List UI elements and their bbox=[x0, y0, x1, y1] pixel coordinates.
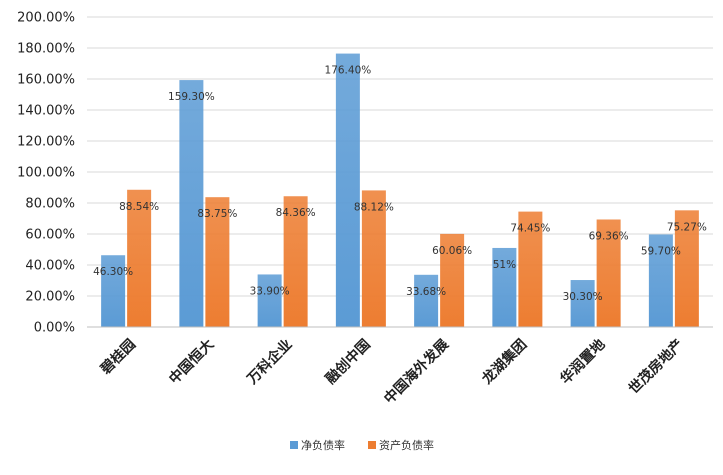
y-tick-label: 40.00% bbox=[25, 259, 75, 274]
y-tick-label: 160.00% bbox=[17, 73, 75, 88]
y-tick-label: 60.00% bbox=[25, 228, 75, 243]
bar-asset-liability-ratio bbox=[205, 197, 230, 327]
x-category-label: 华润置地 bbox=[557, 336, 609, 388]
y-tick-label: 120.00% bbox=[17, 135, 75, 150]
bar-net-debt-ratio bbox=[179, 80, 204, 328]
data-label-asset-liability-ratio: 74.45% bbox=[510, 223, 550, 235]
data-label-asset-liability-ratio: 84.36% bbox=[276, 207, 316, 219]
bar-asset-liability-ratio bbox=[283, 196, 308, 327]
bar-net-debt-ratio bbox=[492, 247, 517, 327]
x-category-label: 融创中国 bbox=[322, 336, 374, 388]
x-category-label: 中国恒大 bbox=[166, 336, 218, 388]
data-label-asset-liability-ratio: 88.54% bbox=[119, 201, 159, 213]
y-tick-label: 80.00% bbox=[25, 197, 75, 212]
data-label-net-debt-ratio: 59.70% bbox=[641, 245, 681, 257]
data-label-asset-liability-ratio: 88.12% bbox=[354, 201, 394, 213]
x-category-label: 万科企业 bbox=[243, 336, 295, 388]
bar-net-debt-ratio bbox=[648, 234, 673, 327]
bar-net-debt-ratio bbox=[335, 53, 360, 328]
data-label-asset-liability-ratio: 60.06% bbox=[432, 245, 472, 257]
data-label-net-debt-ratio: 33.90% bbox=[250, 285, 290, 297]
y-tick-label: 100.00% bbox=[17, 166, 75, 181]
bar-asset-liability-ratio bbox=[440, 233, 465, 327]
bar-asset-liability-ratio bbox=[596, 219, 621, 327]
data-labels: 46.30% 88.54% 159.30% 83.75% 33.90% 84.36% 176… bbox=[93, 65, 707, 303]
x-category-label: 碧桂园 bbox=[97, 336, 139, 378]
bar-asset-liability-ratio bbox=[361, 190, 386, 327]
y-tick-label: 20.00% bbox=[25, 290, 75, 305]
y-tick-label: 180.00% bbox=[17, 42, 75, 57]
bar-net-debt-ratio bbox=[257, 274, 282, 327]
x-category-label: 世茂房地产 bbox=[625, 336, 687, 398]
bar-asset-liability-ratio bbox=[674, 210, 699, 327]
bar-net-debt-ratio bbox=[414, 274, 439, 327]
data-label-net-debt-ratio: 46.30% bbox=[93, 266, 133, 278]
legend-label: 资产负债率 bbox=[379, 438, 434, 452]
data-label-asset-liability-ratio: 75.27% bbox=[667, 221, 707, 233]
data-label-asset-liability-ratio: 83.75% bbox=[197, 208, 237, 220]
bar-net-debt-ratio bbox=[101, 255, 126, 327]
data-label-asset-liability-ratio: 69.36% bbox=[589, 230, 629, 242]
legend-swatch bbox=[290, 441, 298, 449]
data-label-net-debt-ratio: 51% bbox=[493, 259, 516, 271]
bar-net-debt-ratio bbox=[570, 280, 595, 327]
legend-label: 净负债率 bbox=[301, 438, 345, 452]
data-label-net-debt-ratio: 30.30% bbox=[563, 291, 603, 303]
x-category-label: 龙湖集团 bbox=[478, 336, 530, 388]
y-tick-label: 200.00% bbox=[17, 11, 75, 26]
y-tick-label: 140.00% bbox=[17, 104, 75, 119]
bar-asset-liability-ratio bbox=[127, 189, 152, 327]
legend-swatch bbox=[368, 441, 376, 449]
data-label-net-debt-ratio: 33.68% bbox=[406, 286, 446, 298]
bar-asset-liability-ratio bbox=[518, 211, 543, 327]
x-category-label: 中国海外发展 bbox=[381, 336, 452, 407]
data-label-net-debt-ratio: 176.40% bbox=[325, 65, 372, 77]
bars bbox=[101, 53, 699, 328]
y-tick-label: 0.00% bbox=[34, 321, 75, 336]
data-label-net-debt-ratio: 159.30% bbox=[168, 91, 215, 103]
legend: 净负债率 资产负债率 bbox=[290, 438, 434, 452]
